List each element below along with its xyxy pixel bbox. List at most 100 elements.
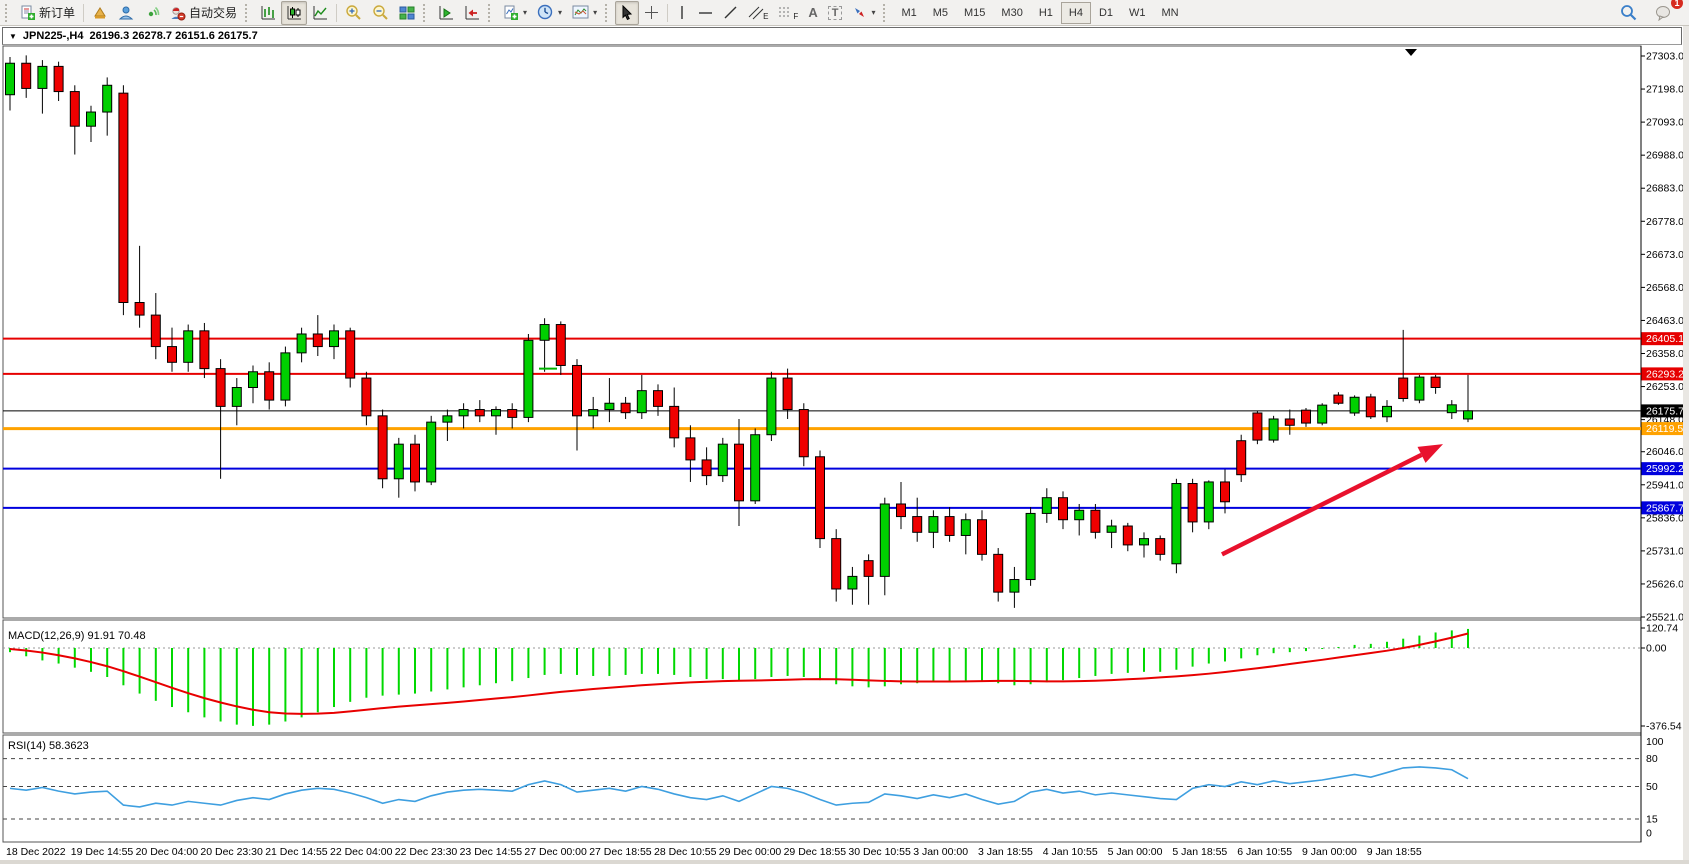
bull-candle: [426, 421, 437, 483]
text-icon: A: [808, 5, 818, 20]
rsi-panel[interactable]: [2, 734, 1642, 843]
text-label-button[interactable]: T: [823, 1, 848, 25]
timeframe-m1-button[interactable]: M1: [901, 6, 917, 19]
bear-candle: [1236, 440, 1247, 476]
tile-windows-button[interactable]: [394, 1, 420, 25]
bear-candle: [798, 409, 809, 458]
signals-icon: [144, 5, 160, 21]
svg-text:30 Dec 10:55: 30 Dec 10:55: [848, 846, 911, 858]
arrows-tool-caret-icon: ▾: [871, 8, 876, 17]
bear-candle: [69, 91, 80, 127]
cursor-icon: [620, 5, 634, 20]
macd-panel[interactable]: [2, 619, 1642, 734]
timeframe-m5-button[interactable]: M5: [932, 6, 949, 19]
equidistant-channel-button[interactable]: E: [743, 1, 773, 25]
bull-candle: [960, 519, 971, 536]
chart-canvas[interactable]: 27303.0 27198.0 27093.0 26988.0 26883.0 26778…: [0, 26, 1689, 864]
zoom-in-button[interactable]: [340, 1, 367, 25]
bull-candle: [879, 503, 890, 577]
timeframe-mn-button[interactable]: MN: [1161, 6, 1179, 19]
arrows-tool-button[interactable]: ▾: [847, 1, 880, 25]
svg-text:29 Dec 00:00: 29 Dec 00:00: [719, 846, 782, 858]
text-button[interactable]: A: [803, 1, 822, 25]
timeframe-h4-button[interactable]: H4: [1060, 1, 1091, 24]
new-order-button[interactable]: 新订单: [15, 1, 80, 25]
chart-line-button[interactable]: [307, 1, 333, 25]
svg-text:-376.54: -376.54: [1646, 721, 1682, 733]
macd-indicator-label: MACD(12,26,9) 91.91 70.48: [8, 630, 146, 642]
svg-text:100: 100: [1646, 736, 1664, 748]
bear-candle: [977, 519, 987, 555]
svg-text:26463.0: 26463.0: [1646, 315, 1684, 327]
vertical-line-button[interactable]: [671, 1, 693, 25]
auto-scroll-button[interactable]: [433, 1, 459, 25]
toolbar-grip: [605, 3, 612, 22]
periods-button[interactable]: ▾: [532, 1, 567, 25]
trend-arrow-annotation[interactable]: [1220, 444, 1443, 557]
chart-bars-button[interactable]: [255, 1, 281, 25]
bear-candle: [199, 330, 210, 370]
cursor-button[interactable]: [615, 0, 640, 25]
toolbar: 新订单 自动交易: [0, 0, 1689, 26]
svg-text:25941.0: 25941.0: [1646, 479, 1684, 491]
bear-candle: [896, 503, 906, 518]
timeframe-m30-button[interactable]: M30: [1001, 6, 1023, 19]
macd-signal-line: [9, 632, 1469, 715]
bull-candle: [539, 324, 550, 341]
timeframe-m15-button[interactable]: M15: [964, 6, 986, 19]
trendline-button[interactable]: [718, 1, 743, 25]
chart-dropdown-icon: ▼: [9, 31, 17, 41]
svg-text:25867.7: 25867.7: [1646, 502, 1684, 514]
svg-text:120.74: 120.74: [1646, 623, 1678, 635]
timeframe-w1-button[interactable]: W1: [1129, 6, 1146, 19]
bull-candle: [588, 409, 599, 417]
tile-windows-icon: [399, 5, 415, 21]
bull-candle: [1463, 410, 1473, 420]
indicators-button[interactable]: ▾: [498, 1, 532, 25]
toolbar-separator: [667, 3, 669, 22]
svg-text:3 Jan 18:55: 3 Jan 18:55: [978, 846, 1033, 858]
signals-button[interactable]: [139, 1, 165, 25]
chart-shift-marker[interactable]: [1405, 49, 1417, 56]
periods-icon: [537, 4, 554, 21]
chart-title-bar[interactable]: ▼ JPN225-,H4 26196.3 26278.7 26151.6 261…: [2, 27, 1682, 45]
crosshair-button[interactable]: [639, 1, 664, 25]
bear-candle: [912, 516, 923, 533]
bull-candle: [1349, 396, 1360, 414]
trendline-icon: [723, 5, 738, 20]
macd-indicator: 120.74 0.00 -376.54: [3, 623, 1682, 733]
notification-count-badge: 1: [1671, 0, 1683, 9]
rsi-indicator-label: RSI(14) 58.3623: [8, 740, 89, 752]
templates-button[interactable]: ▾: [567, 1, 602, 25]
community-button[interactable]: [113, 1, 139, 25]
bull-candle: [1171, 483, 1182, 565]
autotrading-button[interactable]: 自动交易: [165, 1, 242, 25]
horizontal-line-button[interactable]: [693, 1, 718, 25]
svg-text:26988.0: 26988.0: [1646, 150, 1684, 162]
price-axis-ticks: 27303.0 27198.0 27093.0 26988.0 26883.0 26778…: [1641, 51, 1684, 624]
bull-candle: [1446, 404, 1457, 414]
bull-candle: [329, 330, 339, 348]
window-edge: [1683, 26, 1689, 864]
toolbar-separator: [83, 3, 85, 22]
chart-symbol-period: JPN225-,H4: [22, 30, 84, 42]
bull-candle: [458, 409, 469, 417]
bull-candle: [1203, 481, 1214, 523]
svg-text:25626.0: 25626.0: [1646, 578, 1684, 590]
chart-line-icon: [312, 5, 328, 21]
indicators-icon: [503, 5, 519, 21]
svg-text:25521.0: 25521.0: [1646, 612, 1684, 624]
zoom-in-icon: [345, 4, 362, 21]
timeframe-h1-button[interactable]: H1: [1038, 6, 1053, 19]
new-order-icon: [20, 5, 36, 21]
market-button[interactable]: [87, 1, 113, 25]
chart-candles-button[interactable]: [281, 0, 308, 25]
bull-candle: [296, 333, 307, 354]
chart-shift-button[interactable]: [459, 1, 485, 25]
zoom-out-button[interactable]: [367, 1, 394, 25]
fibonacci-button[interactable]: F: [773, 1, 803, 25]
timeframe-d1-button[interactable]: D1: [1098, 6, 1114, 19]
bear-candle: [701, 459, 712, 477]
search-button[interactable]: [1615, 1, 1642, 25]
notifications-button[interactable]: 1: [1650, 0, 1683, 25]
